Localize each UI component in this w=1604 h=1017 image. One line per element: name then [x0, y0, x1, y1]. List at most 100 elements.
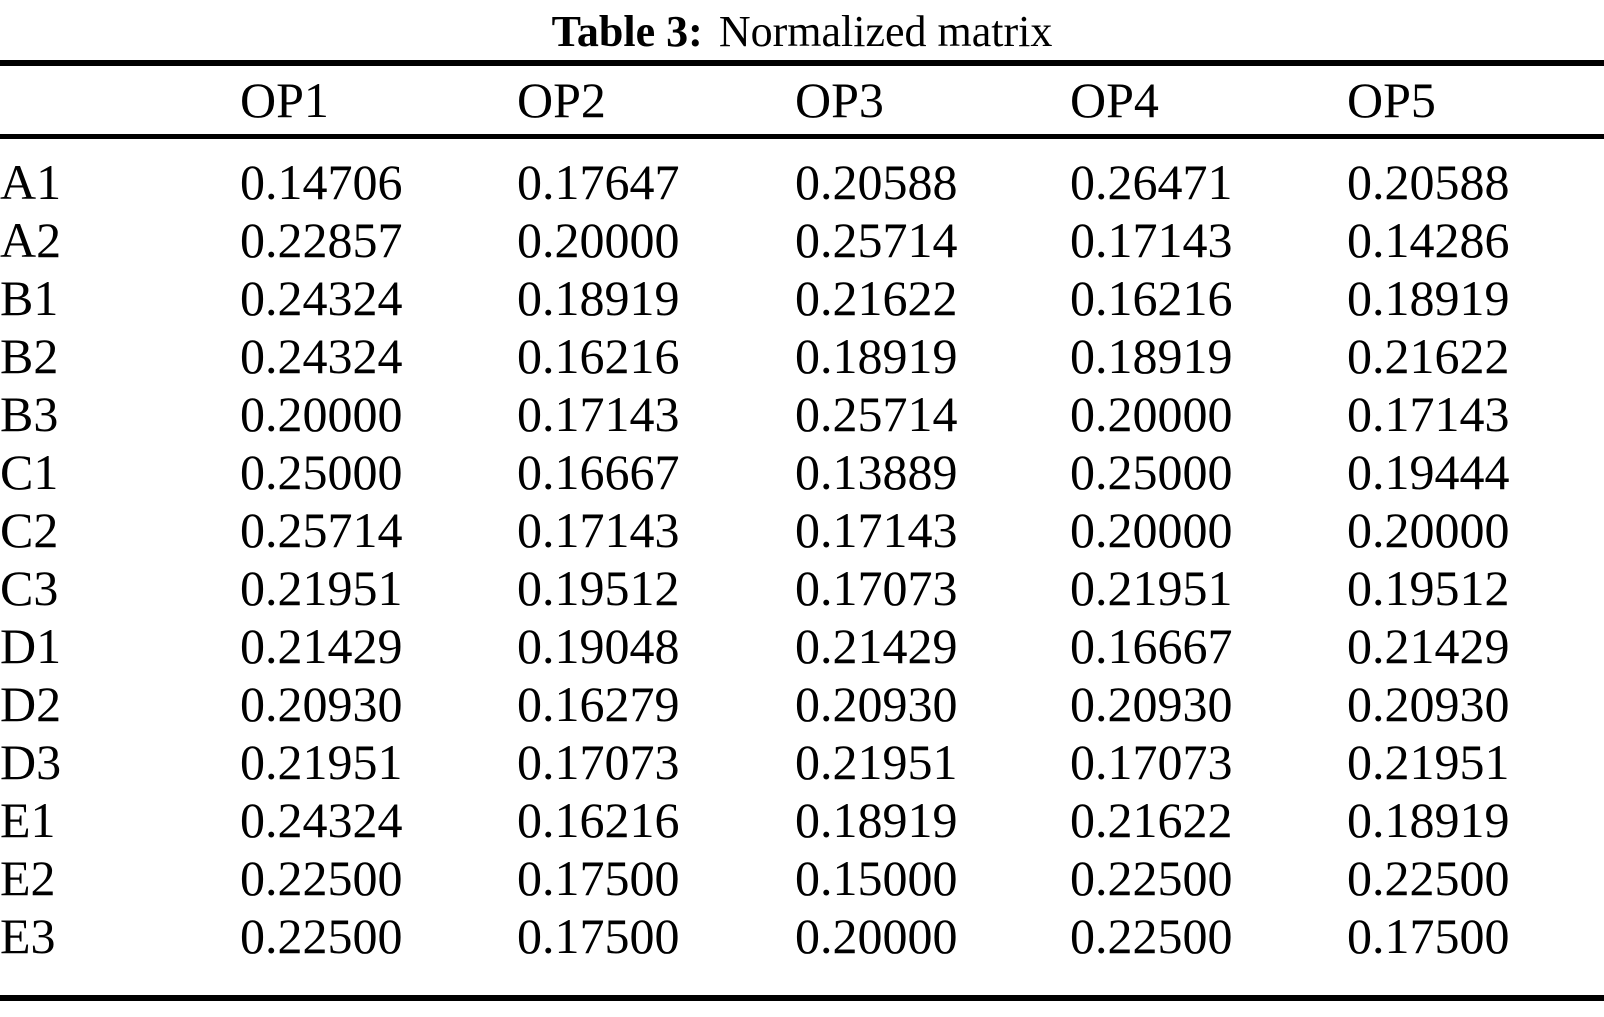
value-cell: 0.25714	[240, 502, 403, 558]
table-row: D2 0.20930 0.16279 0.20930 0.20930 0.20930	[0, 675, 1604, 733]
row-label: E2	[0, 850, 56, 906]
value-cell: 0.20000	[1347, 502, 1510, 558]
table-row: D3 0.21951 0.17073 0.21951 0.17073 0.21951	[0, 733, 1604, 791]
value-cell: 0.17143	[1347, 386, 1510, 442]
value-cell: 0.20930	[1070, 676, 1233, 732]
value-cell: 0.17143	[795, 502, 958, 558]
value-cell: 0.25000	[1070, 444, 1233, 500]
value-cell: 0.22500	[240, 850, 403, 906]
value-cell: 0.15000	[795, 850, 958, 906]
normalized-matrix-table: OP1 OP2 OP3 OP4 OP5 A1 0.14706 0.17647 0.20…	[0, 60, 1604, 1001]
row-label: D2	[0, 676, 62, 732]
table-row: D1 0.21429 0.19048 0.21429 0.16667 0.21429	[0, 617, 1604, 675]
value-cell: 0.19048	[517, 618, 680, 674]
value-cell: 0.21429	[1347, 618, 1510, 674]
value-cell: 0.21429	[795, 618, 958, 674]
value-cell: 0.18919	[1347, 270, 1510, 326]
value-cell: 0.20930	[795, 676, 958, 732]
table-row: B1 0.24324 0.18919 0.21622 0.16216 0.18919	[0, 269, 1604, 327]
table-row: A2 0.22857 0.20000 0.25714 0.17143 0.14286	[0, 211, 1604, 269]
value-cell: 0.18919	[795, 792, 958, 848]
value-cell: 0.21951	[240, 560, 403, 616]
row-label: A2	[0, 212, 62, 268]
value-cell: 0.24324	[240, 328, 403, 384]
value-cell: 0.20588	[795, 154, 958, 210]
table-row: C1 0.25000 0.16667 0.13889 0.25000 0.19444	[0, 443, 1604, 501]
value-cell: 0.21622	[795, 270, 958, 326]
value-cell: 0.26471	[1070, 154, 1233, 210]
value-cell: 0.17500	[517, 850, 680, 906]
value-cell: 0.17500	[517, 908, 680, 964]
value-cell: 0.21951	[1070, 560, 1233, 616]
value-cell: 0.16667	[1070, 618, 1233, 674]
table-caption: Table 3: Normalized matrix	[0, 0, 1604, 60]
header-cell-op1: OP1	[240, 63, 517, 139]
table-row: B2 0.24324 0.16216 0.18919 0.18919 0.21622	[0, 327, 1604, 385]
value-cell: 0.16216	[1070, 270, 1233, 326]
value-cell: 0.21429	[240, 618, 403, 674]
value-cell: 0.17500	[1347, 908, 1510, 964]
table-body: A1 0.14706 0.17647 0.20588 0.26471 0.20588 A2 0…	[0, 137, 1604, 999]
value-cell: 0.20000	[517, 212, 680, 268]
value-cell: 0.22857	[240, 212, 403, 268]
table-row: E1 0.24324 0.16216 0.18919 0.21622 0.18919	[0, 791, 1604, 849]
value-cell: 0.18919	[1347, 792, 1510, 848]
value-cell: 0.17143	[1070, 212, 1233, 268]
value-cell: 0.19444	[1347, 444, 1510, 500]
header-row: OP1 OP2 OP3 OP4 OP5	[0, 63, 1604, 139]
value-cell: 0.18919	[795, 328, 958, 384]
header-cell-op5: OP5	[1347, 63, 1604, 139]
header-cell-op3: OP3	[795, 63, 1070, 139]
value-cell: 0.17647	[517, 154, 680, 210]
value-cell: 0.17073	[1070, 734, 1233, 790]
header-cell-op2: OP2	[517, 63, 795, 139]
value-cell: 0.25000	[240, 444, 403, 500]
value-cell: 0.17143	[517, 502, 680, 558]
value-cell: 0.20930	[240, 676, 403, 732]
table-row: C2 0.25714 0.17143 0.17143 0.20000 0.20000	[0, 501, 1604, 559]
row-label: E1	[0, 792, 56, 848]
table-row: C3 0.21951 0.19512 0.17073 0.21951 0.19512	[0, 559, 1604, 617]
value-cell: 0.21622	[1347, 328, 1510, 384]
table-caption-number: Table 3:	[551, 7, 703, 56]
table-row: B3 0.20000 0.17143 0.25714 0.20000 0.17143	[0, 385, 1604, 443]
row-label: B2	[0, 328, 59, 384]
value-cell: 0.16216	[517, 328, 680, 384]
value-cell: 0.25714	[795, 386, 958, 442]
row-label: C2	[0, 502, 59, 558]
value-cell: 0.14286	[1347, 212, 1510, 268]
value-cell: 0.17143	[517, 386, 680, 442]
value-cell: 0.25714	[795, 212, 958, 268]
value-cell: 0.22500	[1070, 850, 1233, 906]
table-row: E2 0.22500 0.17500 0.15000 0.22500 0.22500	[0, 849, 1604, 907]
value-cell: 0.22500	[1070, 908, 1233, 964]
row-label: E3	[0, 908, 56, 964]
row-label: B1	[0, 270, 59, 326]
value-cell: 0.24324	[240, 792, 403, 848]
header-corner-cell	[0, 63, 240, 139]
value-cell: 0.18919	[1070, 328, 1233, 384]
value-cell: 0.21951	[1347, 734, 1510, 790]
value-cell: 0.21622	[1070, 792, 1233, 848]
value-cell: 0.16279	[517, 676, 680, 732]
value-cell: 0.17073	[517, 734, 680, 790]
value-cell: 0.16667	[517, 444, 680, 500]
table-row: A1 0.14706 0.17647 0.20588 0.26471 0.20588	[0, 137, 1604, 212]
row-label: A1	[0, 154, 62, 210]
table-row: E3 0.22500 0.17500 0.20000 0.22500 0.17500	[0, 907, 1604, 998]
value-cell: 0.20000	[795, 908, 958, 964]
value-cell: 0.19512	[517, 560, 680, 616]
table-caption-title: Normalized matrix	[718, 7, 1053, 56]
value-cell: 0.17073	[795, 560, 958, 616]
header-cell-op4: OP4	[1070, 63, 1347, 139]
value-cell: 0.20930	[1347, 676, 1510, 732]
value-cell: 0.21951	[795, 734, 958, 790]
row-label: D3	[0, 734, 62, 790]
value-cell: 0.13889	[795, 444, 958, 500]
row-label: C3	[0, 560, 59, 616]
row-label: B3	[0, 386, 59, 442]
value-cell: 0.16216	[517, 792, 680, 848]
value-cell: 0.21951	[240, 734, 403, 790]
value-cell: 0.19512	[1347, 560, 1510, 616]
value-cell: 0.20000	[1070, 502, 1233, 558]
